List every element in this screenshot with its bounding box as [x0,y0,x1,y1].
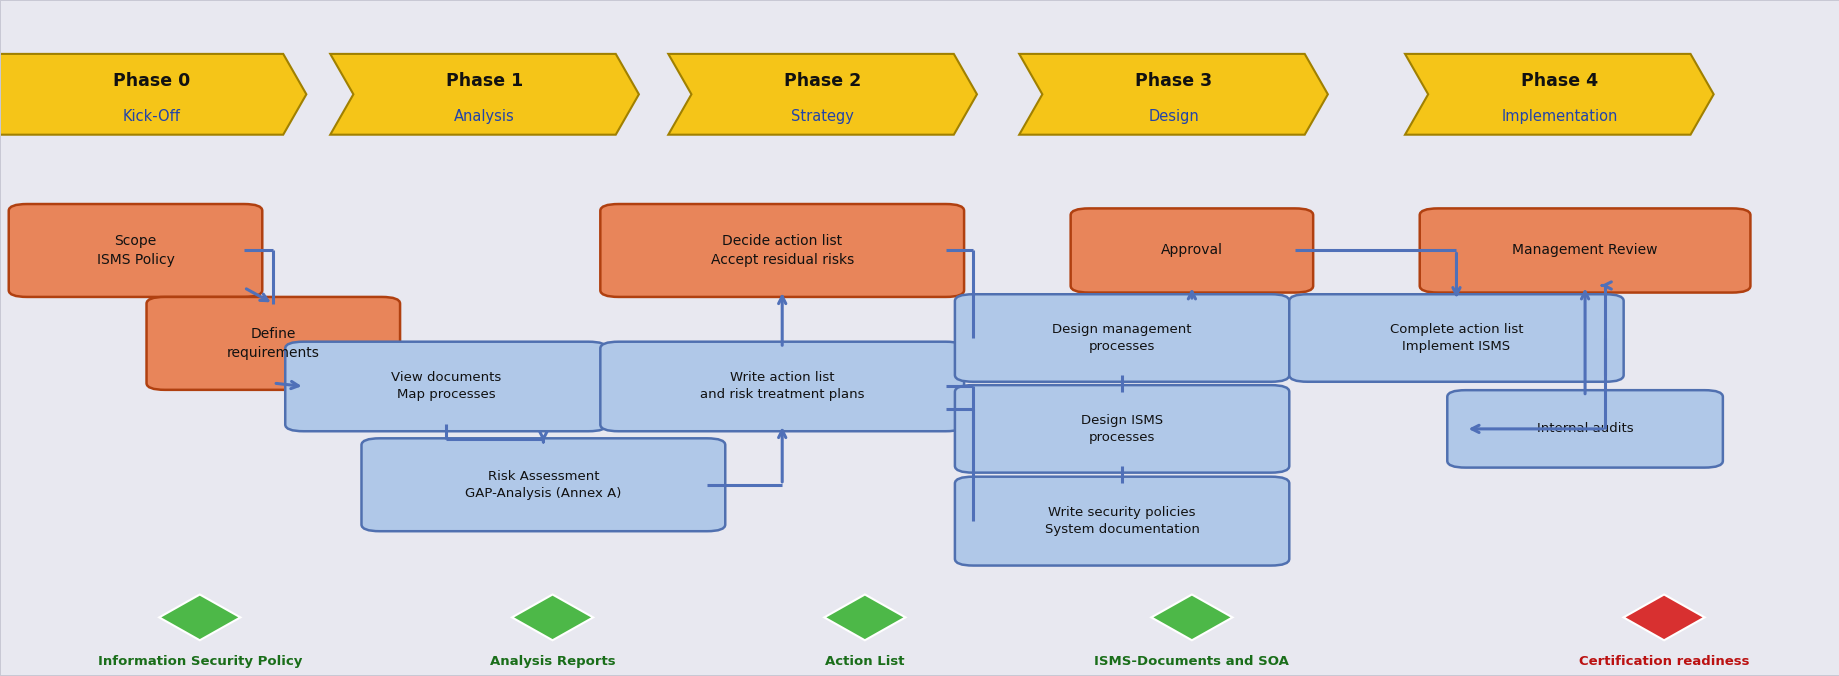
Text: Analysis: Analysis [454,109,515,124]
Text: Decide action list
Accept residual risks: Decide action list Accept residual risks [710,235,853,266]
Text: Define
requirements: Define requirements [226,327,320,360]
Text: View documents
Map processes: View documents Map processes [390,372,500,402]
FancyBboxPatch shape [600,341,964,431]
FancyBboxPatch shape [1420,208,1749,293]
FancyBboxPatch shape [360,438,725,531]
Text: ISMS-Documents and SOA: ISMS-Documents and SOA [1094,655,1289,668]
Text: Risk Assessment
GAP-Analysis (Annex A): Risk Assessment GAP-Analysis (Annex A) [465,470,622,500]
FancyBboxPatch shape [285,341,607,431]
Polygon shape [668,54,977,135]
Text: Kick-Off: Kick-Off [123,109,180,124]
Polygon shape [1405,54,1712,135]
Text: Phase 0: Phase 0 [114,72,191,90]
Polygon shape [160,594,241,640]
FancyBboxPatch shape [954,294,1289,382]
Polygon shape [1622,594,1703,640]
FancyBboxPatch shape [954,477,1289,566]
Text: Phase 1: Phase 1 [445,72,522,90]
FancyBboxPatch shape [1070,208,1313,293]
Text: Information Security Policy: Information Security Policy [97,655,302,668]
Text: Analysis Reports: Analysis Reports [489,655,614,668]
FancyBboxPatch shape [954,385,1289,473]
FancyBboxPatch shape [1289,294,1622,382]
Text: Phase 4: Phase 4 [1521,72,1596,90]
Polygon shape [1019,54,1328,135]
Polygon shape [824,594,905,640]
FancyBboxPatch shape [600,204,964,297]
Text: Write security policies
System documentation: Write security policies System documenta… [1045,506,1199,536]
Polygon shape [329,54,638,135]
Polygon shape [1151,594,1232,640]
FancyBboxPatch shape [147,297,399,390]
Text: Write action list
and risk treatment plans: Write action list and risk treatment pla… [699,372,864,402]
Text: Phase 3: Phase 3 [1135,72,1212,90]
Text: Strategy: Strategy [791,109,853,124]
Text: Management Review: Management Review [1512,243,1657,258]
Text: Implementation: Implementation [1501,109,1616,124]
Text: Internal audits: Internal audits [1536,422,1633,435]
FancyBboxPatch shape [9,204,263,297]
Text: Design ISMS
processes: Design ISMS processes [1081,414,1162,444]
Text: Design: Design [1148,109,1199,124]
Polygon shape [0,54,307,135]
Text: Phase 2: Phase 2 [783,72,861,90]
Text: Complete action list
Implement ISMS: Complete action list Implement ISMS [1388,323,1523,353]
Text: Design management
processes: Design management processes [1052,323,1192,353]
Text: Certification readiness: Certification readiness [1578,655,1749,668]
Polygon shape [511,594,592,640]
FancyBboxPatch shape [1447,390,1721,468]
Text: Approval: Approval [1160,243,1223,258]
Text: Action List: Action List [824,655,905,668]
Text: Scope
ISMS Policy: Scope ISMS Policy [96,235,175,266]
